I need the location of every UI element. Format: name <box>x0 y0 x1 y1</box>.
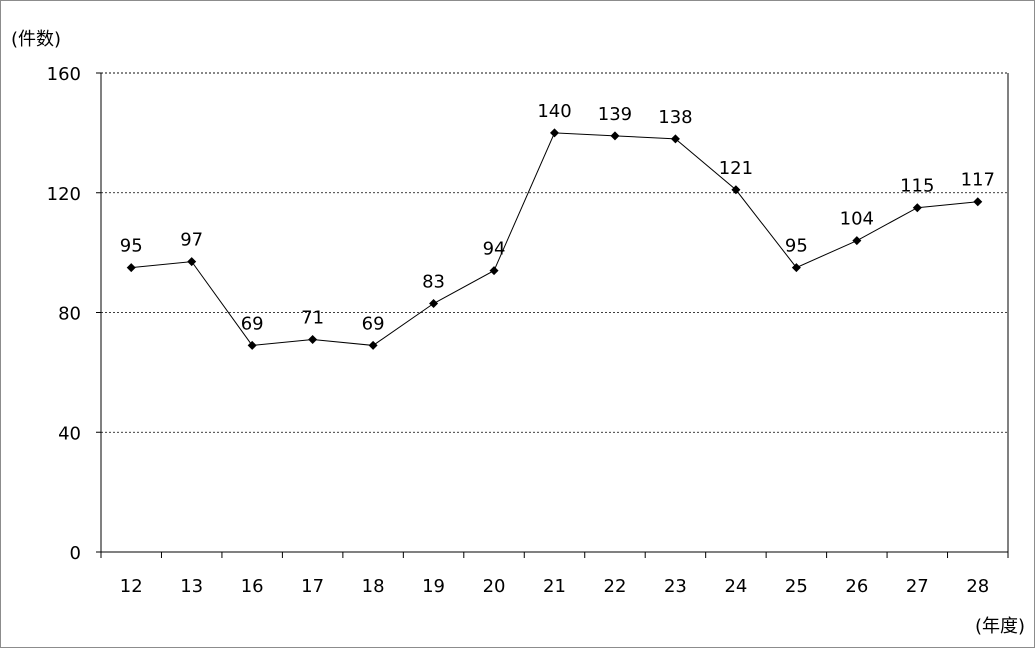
x-tick-label: 25 <box>785 576 808 597</box>
y-tick-label: 40 <box>58 423 81 444</box>
x-tick-label: 17 <box>301 576 324 597</box>
data-point-marker <box>126 263 136 273</box>
x-tick-label: 27 <box>906 576 929 597</box>
data-labels: 95 97 69 71 69 83 94 140 139 138 121 95 104 115 117 <box>120 101 995 335</box>
y-tick-label: 120 <box>47 184 81 205</box>
data-label: 94 <box>483 239 506 260</box>
x-tick-label: 13 <box>180 576 203 597</box>
x-tick-label: 28 <box>966 576 989 597</box>
axes: 0 40 80 120 160 12 13 16 17 18 19 20 21 22 23 24 25 26 27 2… <box>47 64 1009 597</box>
grid-lines <box>101 72 1008 433</box>
data-label: 117 <box>961 170 995 191</box>
data-point-marker <box>610 131 620 141</box>
data-label: 115 <box>900 176 934 197</box>
data-label: 71 <box>301 307 324 328</box>
data-point-marker <box>731 185 741 195</box>
x-tick-label: 22 <box>604 576 627 597</box>
data-label: 138 <box>658 107 692 128</box>
data-point-marker <box>308 334 318 344</box>
x-tick-label: 19 <box>422 576 445 597</box>
x-tick-label: 12 <box>120 576 143 597</box>
data-label: 69 <box>241 313 264 334</box>
x-tick-label: 21 <box>543 576 566 597</box>
data-label: 104 <box>840 209 874 230</box>
data-label: 140 <box>537 101 571 122</box>
data-point-marker <box>550 128 559 138</box>
y-tick-label: 160 <box>47 64 81 85</box>
data-point-marker <box>852 236 862 246</box>
y-tick-label: 0 <box>70 543 81 564</box>
data-label: 97 <box>180 230 203 251</box>
data-point-marker <box>247 340 257 350</box>
x-tick-label: 20 <box>483 576 506 597</box>
data-label: 139 <box>598 104 632 125</box>
data-point-marker <box>791 263 801 273</box>
x-tick-label: 18 <box>362 576 385 597</box>
data-label: 95 <box>785 236 808 257</box>
data-point-marker <box>429 299 439 309</box>
x-tick-label: 16 <box>241 576 264 597</box>
data-label: 95 <box>120 236 143 257</box>
data-point-marker <box>973 197 983 207</box>
y-axis-title: (件数) <box>11 29 61 50</box>
data-point-marker <box>368 340 378 350</box>
data-point-marker <box>670 134 680 144</box>
y-tick-label: 80 <box>58 304 81 325</box>
x-tick-label: 26 <box>845 576 868 597</box>
data-label: 69 <box>362 313 385 334</box>
x-tick-label: 24 <box>724 576 747 597</box>
data-point-marker <box>489 266 499 276</box>
data-point-marker <box>187 257 197 267</box>
data-label: 83 <box>422 272 445 293</box>
series-line-layer <box>126 128 983 350</box>
x-tick-label: 23 <box>664 576 687 597</box>
x-axis-title: (年度) <box>975 616 1025 637</box>
data-label: 121 <box>719 158 753 179</box>
data-point-marker <box>912 203 922 213</box>
